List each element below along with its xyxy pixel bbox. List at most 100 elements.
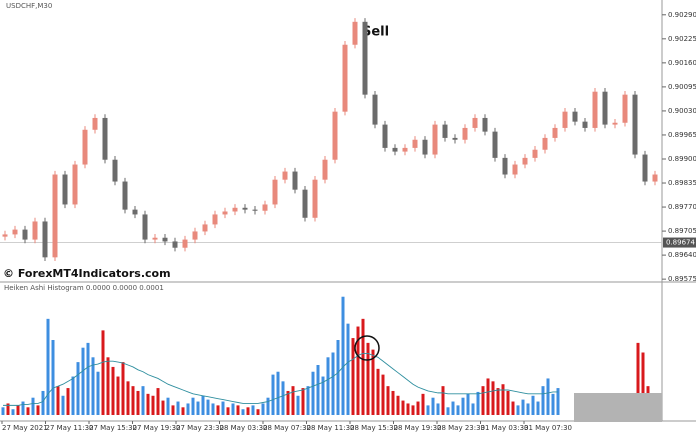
candle-body: [252, 209, 258, 211]
histogram-bar: [226, 407, 230, 415]
candle-body: [352, 21, 358, 45]
histogram-bar: [261, 403, 265, 415]
histogram-bar: [471, 403, 475, 415]
histogram-bar: [336, 340, 340, 415]
histogram-bar: [171, 405, 175, 415]
y-tick-label: 0.90095: [668, 83, 696, 91]
histogram-bar: [446, 407, 450, 415]
x-tick-label: 27 May 23:30: [176, 424, 224, 432]
histogram-bar: [51, 340, 55, 415]
histogram-bar: [101, 330, 105, 415]
histogram-bar: [266, 397, 270, 415]
y-tick-label: 0.90225: [668, 35, 696, 43]
candle-body: [152, 237, 158, 240]
histogram-bar: [436, 403, 440, 415]
candle-body: [202, 224, 208, 232]
histogram-bar: [276, 371, 280, 415]
candle-body: [372, 94, 378, 125]
candle-body: [472, 117, 478, 128]
histogram-bar: [136, 390, 140, 415]
histogram-bar: [296, 395, 300, 415]
candle-body: [592, 91, 598, 128]
histogram-bar: [476, 391, 480, 415]
candle-body: [312, 179, 318, 218]
candle-body: [242, 207, 248, 210]
candle-body: [412, 139, 418, 148]
candle-body: [272, 179, 278, 205]
histogram-bar: [451, 401, 455, 415]
histogram-bar: [281, 381, 285, 415]
histogram-bar: [186, 403, 190, 415]
candle-body: [232, 207, 238, 212]
histogram-bar: [331, 352, 335, 415]
histogram-bar: [236, 405, 240, 415]
y-tick-label: 0.89965: [668, 131, 696, 139]
x-tick-label: 28 May 15:30: [350, 424, 398, 432]
candle-body: [182, 239, 188, 248]
candle-body: [572, 111, 578, 122]
histogram-bar: [151, 395, 155, 415]
x-tick-label: 28 May 11:30: [307, 424, 355, 432]
histogram-bar: [81, 347, 85, 415]
histogram-bar: [501, 384, 505, 415]
histogram-bar: [356, 326, 360, 415]
y-tick-label: 0.90030: [668, 107, 696, 115]
candle-body: [392, 147, 398, 152]
highlight-circle: [354, 335, 380, 361]
histogram-bar: [1, 407, 5, 415]
histogram-bar: [386, 386, 390, 415]
x-tick-label: 27 May 2021: [2, 424, 48, 432]
histogram-bar: [141, 386, 145, 415]
histogram-bar: [536, 401, 540, 415]
candle-body: [222, 211, 228, 215]
x-tick-label: 28 May 23:30: [437, 424, 485, 432]
histogram-bar: [26, 407, 30, 415]
candle-body: [42, 221, 48, 258]
candle-body: [382, 124, 388, 148]
histogram-bar: [511, 401, 515, 415]
histogram-bar: [351, 338, 355, 415]
histogram-bar: [201, 395, 205, 415]
indicator-title: Heiken Ashi Histogram 0.0000 0.0000 0.00…: [4, 284, 164, 292]
histogram-bar: [311, 371, 315, 415]
last-price-box: [663, 237, 696, 248]
histogram-bar: [396, 395, 400, 415]
histogram-bar: [86, 342, 90, 415]
histogram-bar: [411, 405, 415, 415]
last-price-label: 0.89674: [666, 239, 695, 247]
histogram-bar: [551, 393, 555, 415]
histogram-bar: [376, 368, 380, 415]
histogram-bar: [481, 386, 485, 415]
histogram-bar: [106, 357, 110, 415]
histogram-bar: [56, 386, 60, 415]
histogram-bar: [381, 374, 385, 415]
candle-body: [292, 171, 298, 190]
y-tick-label: 0.89900: [668, 155, 696, 163]
histogram-bar: [71, 376, 75, 415]
histogram-layer: [1, 296, 660, 415]
candle-body: [22, 229, 28, 240]
x-tick-label: 31 May 03:30: [481, 424, 529, 432]
histogram-bar: [6, 403, 10, 415]
candle-body: [652, 174, 658, 182]
candle-body: [422, 139, 428, 155]
histogram-bar: [416, 401, 420, 415]
histogram-bar: [31, 397, 35, 415]
candle-body: [162, 237, 168, 242]
histogram-bar: [556, 388, 560, 415]
histogram-bar: [361, 318, 365, 415]
histogram-bar: [196, 401, 200, 415]
histogram-bar: [431, 397, 435, 415]
candle-body: [142, 214, 148, 240]
histogram-bar: [441, 386, 445, 415]
y-tick-label: 0.90160: [668, 59, 696, 67]
histogram-bar: [486, 378, 490, 415]
histogram-bar: [301, 388, 305, 415]
candle-body: [282, 171, 288, 180]
histogram-bar: [246, 407, 250, 415]
candle-body: [552, 127, 558, 138]
histogram-bar: [76, 362, 80, 415]
histogram-bar: [91, 357, 95, 415]
histogram-bar: [291, 386, 295, 415]
